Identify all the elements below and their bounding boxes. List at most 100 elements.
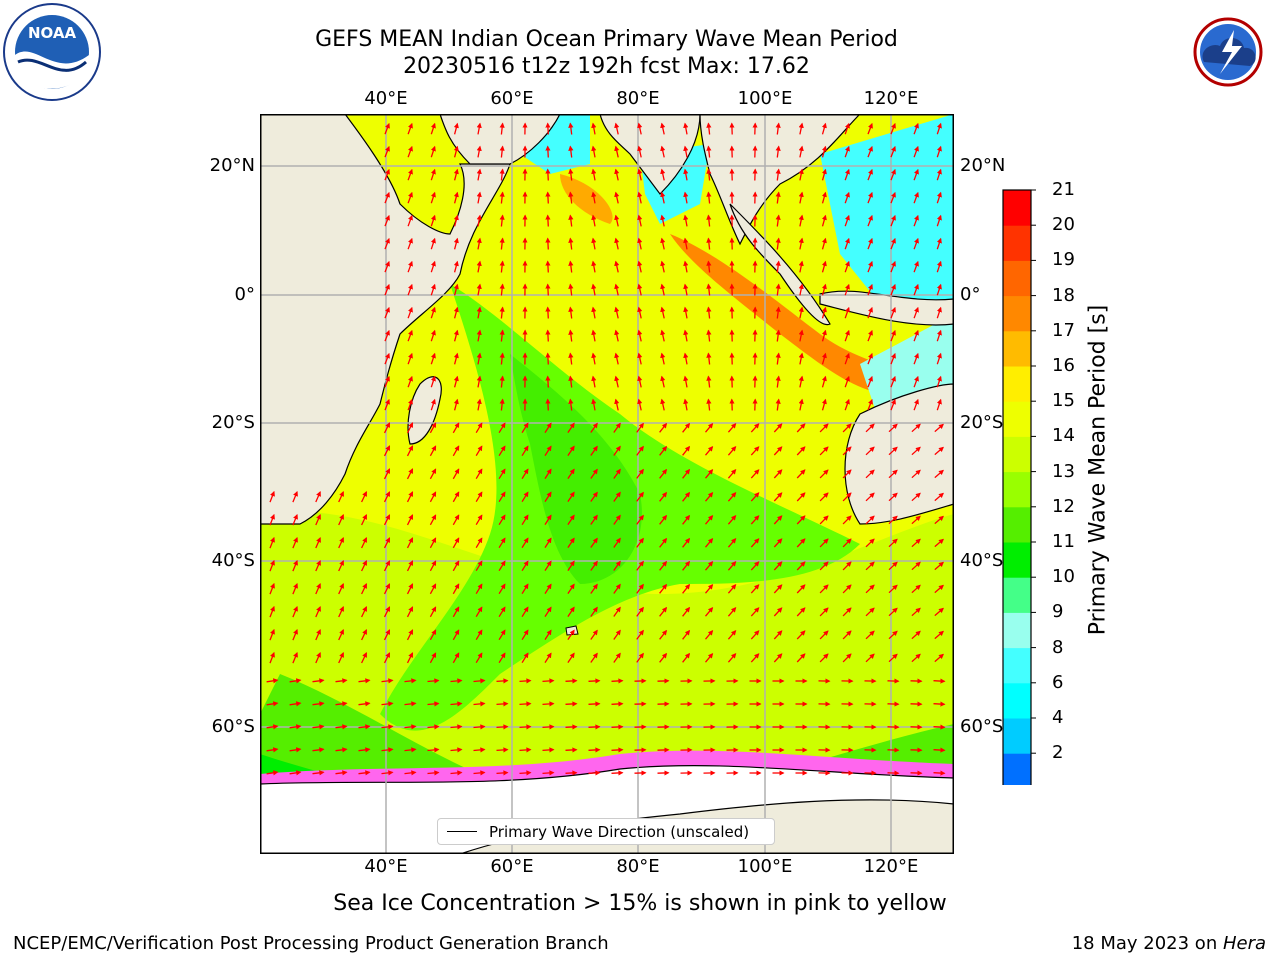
wave-direction-arrow — [890, 352, 896, 365]
colorbar-tick-label: 8 — [1052, 636, 1064, 658]
wave-direction-arrow — [775, 191, 781, 204]
wave-direction-arrow — [473, 701, 486, 707]
wave-direction-arrow — [407, 237, 413, 250]
wave-direction-arrow — [292, 582, 298, 595]
arabian-sea-swell — [560, 174, 613, 224]
wave-direction-arrow — [659, 491, 668, 502]
wave-direction-arrow — [519, 678, 532, 684]
wave-direction-arrow — [590, 652, 598, 663]
wave-direction-arrow — [913, 352, 919, 365]
wave-direction-arrow — [475, 583, 483, 595]
wave-direction-arrow — [521, 606, 529, 618]
wave-direction-arrow — [636, 560, 644, 571]
colorbar-bin — [1003, 542, 1031, 578]
wave-direction-arrow — [312, 701, 325, 707]
wave-direction-arrow — [565, 770, 578, 776]
wave-direction-arrow — [936, 398, 942, 411]
wave-direction-arrow — [289, 724, 302, 730]
wave-direction-arrow — [798, 122, 804, 135]
wave-direction-arrow — [683, 375, 689, 388]
wave-direction-arrow — [773, 584, 783, 594]
wave-direction-arrow — [844, 214, 850, 227]
wave-direction-arrow — [636, 445, 644, 456]
wave-direction-arrow — [452, 583, 460, 595]
wave-direction-arrow — [568, 145, 574, 158]
wave-direction-arrow — [890, 398, 896, 411]
wave-direction-arrow — [542, 724, 555, 730]
wave-direction-arrow — [476, 191, 482, 204]
wave-direction-arrow — [844, 283, 850, 296]
wave-direction-arrow — [867, 191, 873, 204]
wave-direction-arrow — [499, 260, 505, 273]
wave-direction-arrow — [475, 445, 483, 457]
wave-direction-arrow — [266, 747, 279, 753]
wave-direction-arrow — [406, 537, 414, 549]
wave-direction-arrow — [450, 747, 463, 753]
wave-period-map — [260, 114, 954, 854]
wave-direction-arrow — [659, 560, 668, 571]
wave-direction-arrow — [821, 237, 827, 250]
wave-direction-arrow — [844, 306, 850, 319]
wave-direction-arrow — [361, 606, 367, 618]
wave-direction-arrow — [545, 352, 551, 365]
wave-direction-arrow — [338, 606, 344, 618]
wave-direction-arrow — [521, 560, 529, 572]
wave-direction-arrow — [335, 724, 348, 730]
wave-direction-arrow — [588, 747, 601, 753]
colorbar-bin — [1003, 506, 1031, 543]
wave-direction-arrow — [934, 446, 944, 456]
wave-direction-arrow — [913, 214, 919, 227]
wave-direction-arrow — [844, 237, 850, 250]
wave-direction-arrow — [590, 537, 598, 548]
wave-direction-arrow — [913, 145, 919, 158]
wave-direction-arrow — [727, 538, 737, 548]
wave-direction-arrow — [567, 468, 575, 479]
wave-direction-arrow — [450, 678, 463, 684]
wave-direction-arrow — [821, 352, 827, 365]
period-16-17-swell — [670, 234, 910, 394]
lon-tick-top: 100°E — [737, 88, 793, 109]
gridlines — [260, 114, 954, 854]
wave-direction-arrow — [750, 492, 760, 502]
wave-direction-arrow — [499, 145, 505, 158]
wave-direction-arrow — [888, 630, 898, 640]
wave-direction-arrow — [659, 583, 668, 594]
wave-direction-arrow — [773, 423, 783, 433]
wave-direction-arrow — [727, 515, 737, 525]
wave-direction-arrow — [821, 122, 827, 135]
colorbar-tick-label: 13 — [1052, 460, 1075, 482]
wave-direction-arrow — [565, 724, 578, 730]
lat-tick-right: 0° — [960, 284, 981, 305]
wave-direction-arrow — [499, 329, 505, 342]
wave-direction-arrow — [292, 559, 298, 572]
wave-direction-arrow — [384, 306, 390, 319]
wave-direction-arrow — [683, 283, 689, 296]
wave-direction-arrow — [819, 630, 829, 640]
wave-direction-arrow — [637, 329, 643, 342]
wave-direction-arrow — [750, 584, 760, 594]
footer-date: 18 May 2023 on Hera — [1072, 933, 1266, 954]
wave-direction-arrow — [682, 422, 691, 433]
wave-direction-arrow — [683, 214, 689, 227]
wave-direction-arrow — [888, 561, 898, 571]
wave-direction-arrow — [568, 375, 574, 388]
wave-direction-arrow — [705, 584, 714, 594]
wave-direction-arrow — [888, 423, 898, 433]
wave-direction-arrow — [842, 607, 852, 617]
wave-direction-arrow — [315, 560, 321, 572]
wave-direction-arrow — [269, 490, 275, 503]
wave-direction-arrow — [473, 724, 486, 730]
lon-tick-bottom: 60°E — [490, 856, 534, 877]
wave-direction-arrow — [499, 122, 505, 135]
wave-direction-arrow — [796, 492, 806, 502]
colorbar-bin — [1003, 366, 1031, 402]
wave-direction-arrow — [750, 653, 760, 663]
wave-direction-arrow — [867, 283, 873, 296]
wave-direction-arrow — [567, 560, 575, 571]
wave-direction-arrow — [292, 605, 298, 618]
wave-direction-arrow — [614, 398, 620, 411]
wave-direction-arrow — [936, 329, 942, 342]
wave-direction-arrow — [796, 630, 806, 640]
lon-tick-bottom: 40°E — [364, 856, 408, 877]
wave-direction-arrow — [706, 191, 712, 204]
